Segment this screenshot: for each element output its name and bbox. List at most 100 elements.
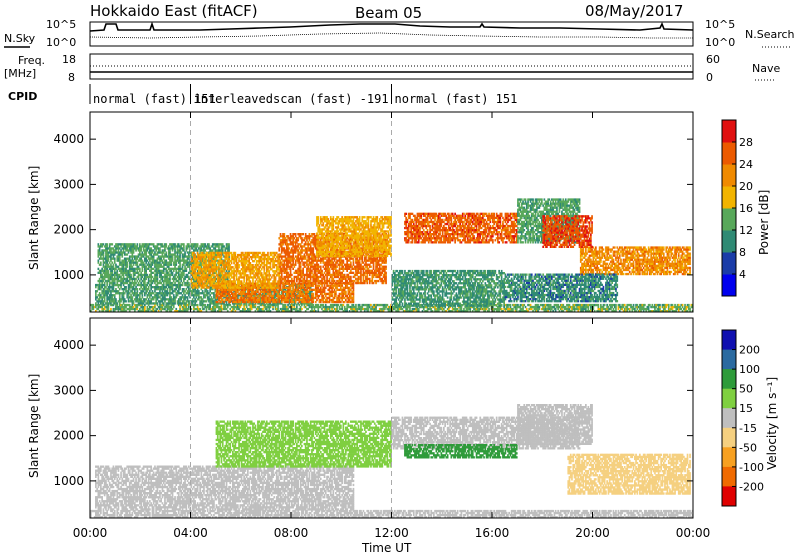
heatmap-cell — [169, 294, 171, 296]
nave-tick-top: 60 — [706, 53, 720, 66]
heatmap-cell — [684, 304, 686, 306]
heatmap-cell — [104, 288, 106, 290]
heatmap-cell — [648, 308, 650, 310]
heatmap-cell — [198, 294, 200, 296]
heatmap-cell — [370, 304, 372, 306]
heatmap-cell — [175, 296, 177, 298]
nsky-label: N.Sky — [4, 32, 36, 45]
heatmap-cell — [101, 306, 103, 308]
heatmap-cell — [277, 306, 279, 308]
heatmap-cell — [172, 288, 174, 290]
heatmap-cell — [169, 290, 171, 292]
heatmap-cell — [409, 308, 411, 310]
heatmap-cell — [183, 300, 185, 302]
heatmap-cell — [206, 300, 208, 302]
heatmap-cell — [262, 308, 264, 310]
heatmap-cell — [600, 304, 602, 306]
heatmap-cell — [243, 306, 245, 308]
heatmap-cell — [144, 306, 146, 308]
heatmap-cell — [157, 284, 159, 286]
heatmap-cell — [115, 288, 117, 290]
heatmap-cell — [385, 306, 387, 308]
heatmap-cell — [565, 306, 567, 308]
heatmap-cell — [325, 304, 327, 306]
heatmap-cell — [203, 292, 205, 294]
heatmap-cell — [167, 294, 169, 296]
heatmap-cell — [193, 306, 195, 308]
heatmap-cell — [144, 300, 146, 302]
heatmap-cell — [649, 304, 651, 306]
heatmap-cell — [194, 298, 196, 300]
heatmap-cell — [98, 302, 100, 304]
heatmap-cell — [294, 306, 296, 308]
noise-strip: 10^5 10^0 10^5 10^0 N.Sky N.Search — [4, 18, 795, 49]
heatmap-cell — [348, 304, 350, 306]
heatmap-cell — [287, 308, 289, 310]
heatmap-cell — [116, 302, 118, 304]
heatmap-cell — [523, 304, 525, 306]
heatmap-cell — [186, 302, 188, 304]
heatmap-cell — [153, 308, 155, 310]
heatmap-cell — [143, 290, 145, 292]
heatmap-cell — [665, 306, 667, 308]
heatmap-cell — [245, 308, 247, 310]
heatmap-cell — [137, 290, 139, 292]
freq-tick-bottom: 8 — [68, 71, 75, 84]
heatmap-cell — [186, 306, 188, 308]
heatmap-cell — [561, 308, 563, 310]
heatmap-cell — [106, 284, 108, 286]
heatmap-cell — [507, 306, 509, 308]
heatmap-cell — [159, 296, 161, 298]
heatmap-cell — [183, 288, 185, 290]
noise-tick-right-top: 10^5 — [705, 18, 735, 31]
heatmap-cell — [179, 288, 181, 290]
heatmap-cell — [139, 288, 141, 290]
cpid-segment-label: interleavedscan (fast) -191 — [194, 92, 389, 106]
heatmap-cell — [272, 306, 274, 308]
heatmap-cell — [172, 286, 174, 288]
heatmap-cell — [175, 308, 177, 310]
freq-strip: Freq. [MHz] 18 8 60 0 Nave — [4, 53, 780, 84]
heatmap-cell — [172, 308, 174, 310]
heatmap-cell — [598, 306, 600, 308]
heatmap-cell — [637, 308, 639, 310]
noise-sky-trace — [90, 24, 693, 31]
heatmap-cell — [95, 292, 97, 294]
heatmap-cell — [531, 308, 533, 310]
heatmap-cell — [104, 300, 106, 302]
heatmap-cell — [551, 308, 553, 310]
heatmap-cell — [516, 308, 518, 310]
heatmap-cell — [680, 308, 682, 310]
heatmap-cell — [317, 304, 319, 306]
heatmap-cell — [246, 306, 248, 308]
heatmap-cell — [167, 290, 169, 292]
heatmap-cell — [659, 308, 661, 310]
heatmap-cell — [277, 308, 279, 310]
heatmap-cell — [157, 308, 159, 310]
heatmap-cell — [95, 306, 97, 308]
heatmap-cell — [184, 298, 186, 300]
heatmap-cell — [93, 304, 95, 306]
heatmap-cell — [510, 306, 512, 308]
heatmap-cell — [119, 296, 121, 298]
heatmap-cell — [133, 302, 135, 304]
heatmap-cell — [457, 308, 459, 310]
heatmap-cell — [630, 304, 632, 306]
heatmap-cell — [655, 306, 657, 308]
heatmap-cell — [387, 304, 389, 306]
heatmap-cell — [266, 308, 268, 310]
heatmap-cell — [322, 304, 324, 306]
heatmap-cell — [124, 298, 126, 300]
heatmap-cell — [137, 296, 139, 298]
heatmap-cell — [184, 294, 186, 296]
heatmap-cell — [229, 308, 231, 310]
heatmap-cell — [517, 304, 519, 306]
heatmap-cell — [461, 308, 463, 310]
heatmap-cell — [613, 308, 615, 310]
heatmap-cell — [110, 292, 112, 294]
heatmap-cell — [394, 308, 396, 310]
heatmap-cell — [361, 306, 363, 308]
heatmap-cell — [214, 308, 216, 310]
freq-unit-label: [MHz] — [4, 67, 36, 80]
heatmap-cell — [611, 306, 613, 308]
